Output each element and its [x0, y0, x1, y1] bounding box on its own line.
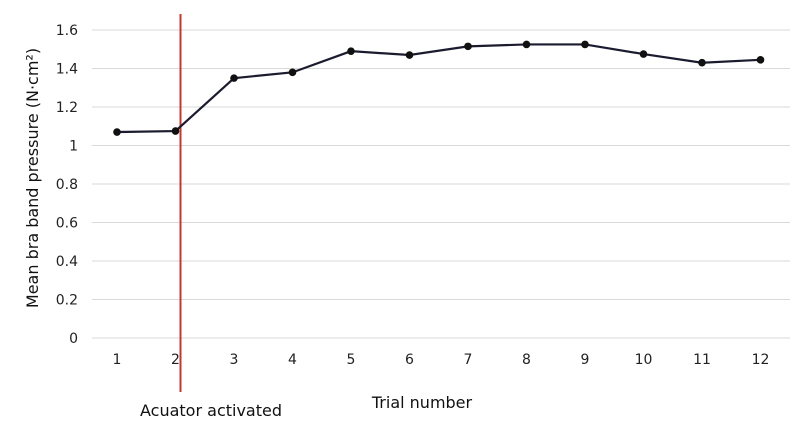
data-point [464, 42, 472, 51]
x-tick-label: 10 [635, 352, 653, 368]
y-tick-label: 1.4 [56, 62, 78, 78]
data-point [698, 58, 706, 67]
x-tick-label: 4 [288, 352, 297, 368]
data-point [581, 40, 589, 49]
y-tick-label: 0.8 [56, 177, 78, 193]
actuator-activated-label: Acuator activated [140, 401, 282, 420]
data-point [288, 68, 297, 77]
x-tick-labels: 1 2 3 4 5 6 7 8 9 10 11 12 [113, 352, 770, 368]
data-point [522, 40, 531, 49]
x-tick-label: 6 [405, 352, 414, 368]
annotation: Acuator activated [140, 14, 282, 420]
x-tick-label: 11 [693, 352, 711, 368]
data-point [230, 74, 238, 82]
data-point [171, 127, 180, 135]
x-tick-label: 12 [752, 352, 770, 368]
y-tick-label: 1.6 [56, 23, 78, 39]
data-point [347, 47, 355, 55]
y-tick-label: 0.4 [56, 254, 78, 270]
x-tick-label: 7 [464, 352, 473, 368]
gridlines [92, 29, 790, 339]
series [113, 40, 765, 136]
series-line [116, 43, 761, 134]
data-point [405, 51, 414, 59]
x-tick-label: 1 [113, 352, 122, 368]
y-tick-label: 0.6 [56, 216, 78, 232]
x-tick-label: 8 [522, 352, 531, 368]
x-axis-title: Trial number [371, 393, 473, 412]
x-tick-label: 2 [171, 352, 180, 368]
x-tick-label: 9 [581, 352, 590, 368]
data-point [639, 50, 648, 58]
y-tick-labels: 0 0.2 0.4 0.6 0.8 1 1.2 1.4 1.6 [56, 23, 78, 347]
y-tick-label: 0 [69, 331, 78, 347]
x-tick-label: 5 [347, 352, 356, 368]
y-tick-label: 1.2 [56, 100, 78, 116]
y-tick-label: 1 [69, 139, 78, 155]
y-tick-label: 0.2 [56, 293, 78, 309]
x-tick-label: 3 [230, 352, 239, 368]
y-axis-title: Mean bra band pressure (N·cm²) [23, 48, 42, 308]
data-point [756, 56, 765, 64]
data-point [113, 128, 121, 136]
